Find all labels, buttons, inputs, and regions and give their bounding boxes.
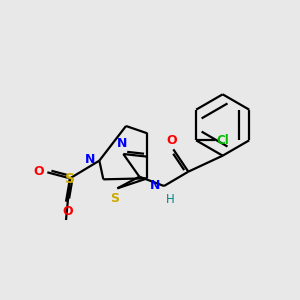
Text: O: O xyxy=(33,165,44,178)
Text: O: O xyxy=(62,205,73,218)
Text: O: O xyxy=(167,134,177,147)
Text: N: N xyxy=(149,179,160,192)
Text: N: N xyxy=(117,137,127,150)
Text: N: N xyxy=(85,153,96,166)
Text: Cl: Cl xyxy=(217,134,229,147)
Text: H: H xyxy=(166,193,174,206)
Text: S: S xyxy=(110,192,119,205)
Text: S: S xyxy=(65,172,75,186)
